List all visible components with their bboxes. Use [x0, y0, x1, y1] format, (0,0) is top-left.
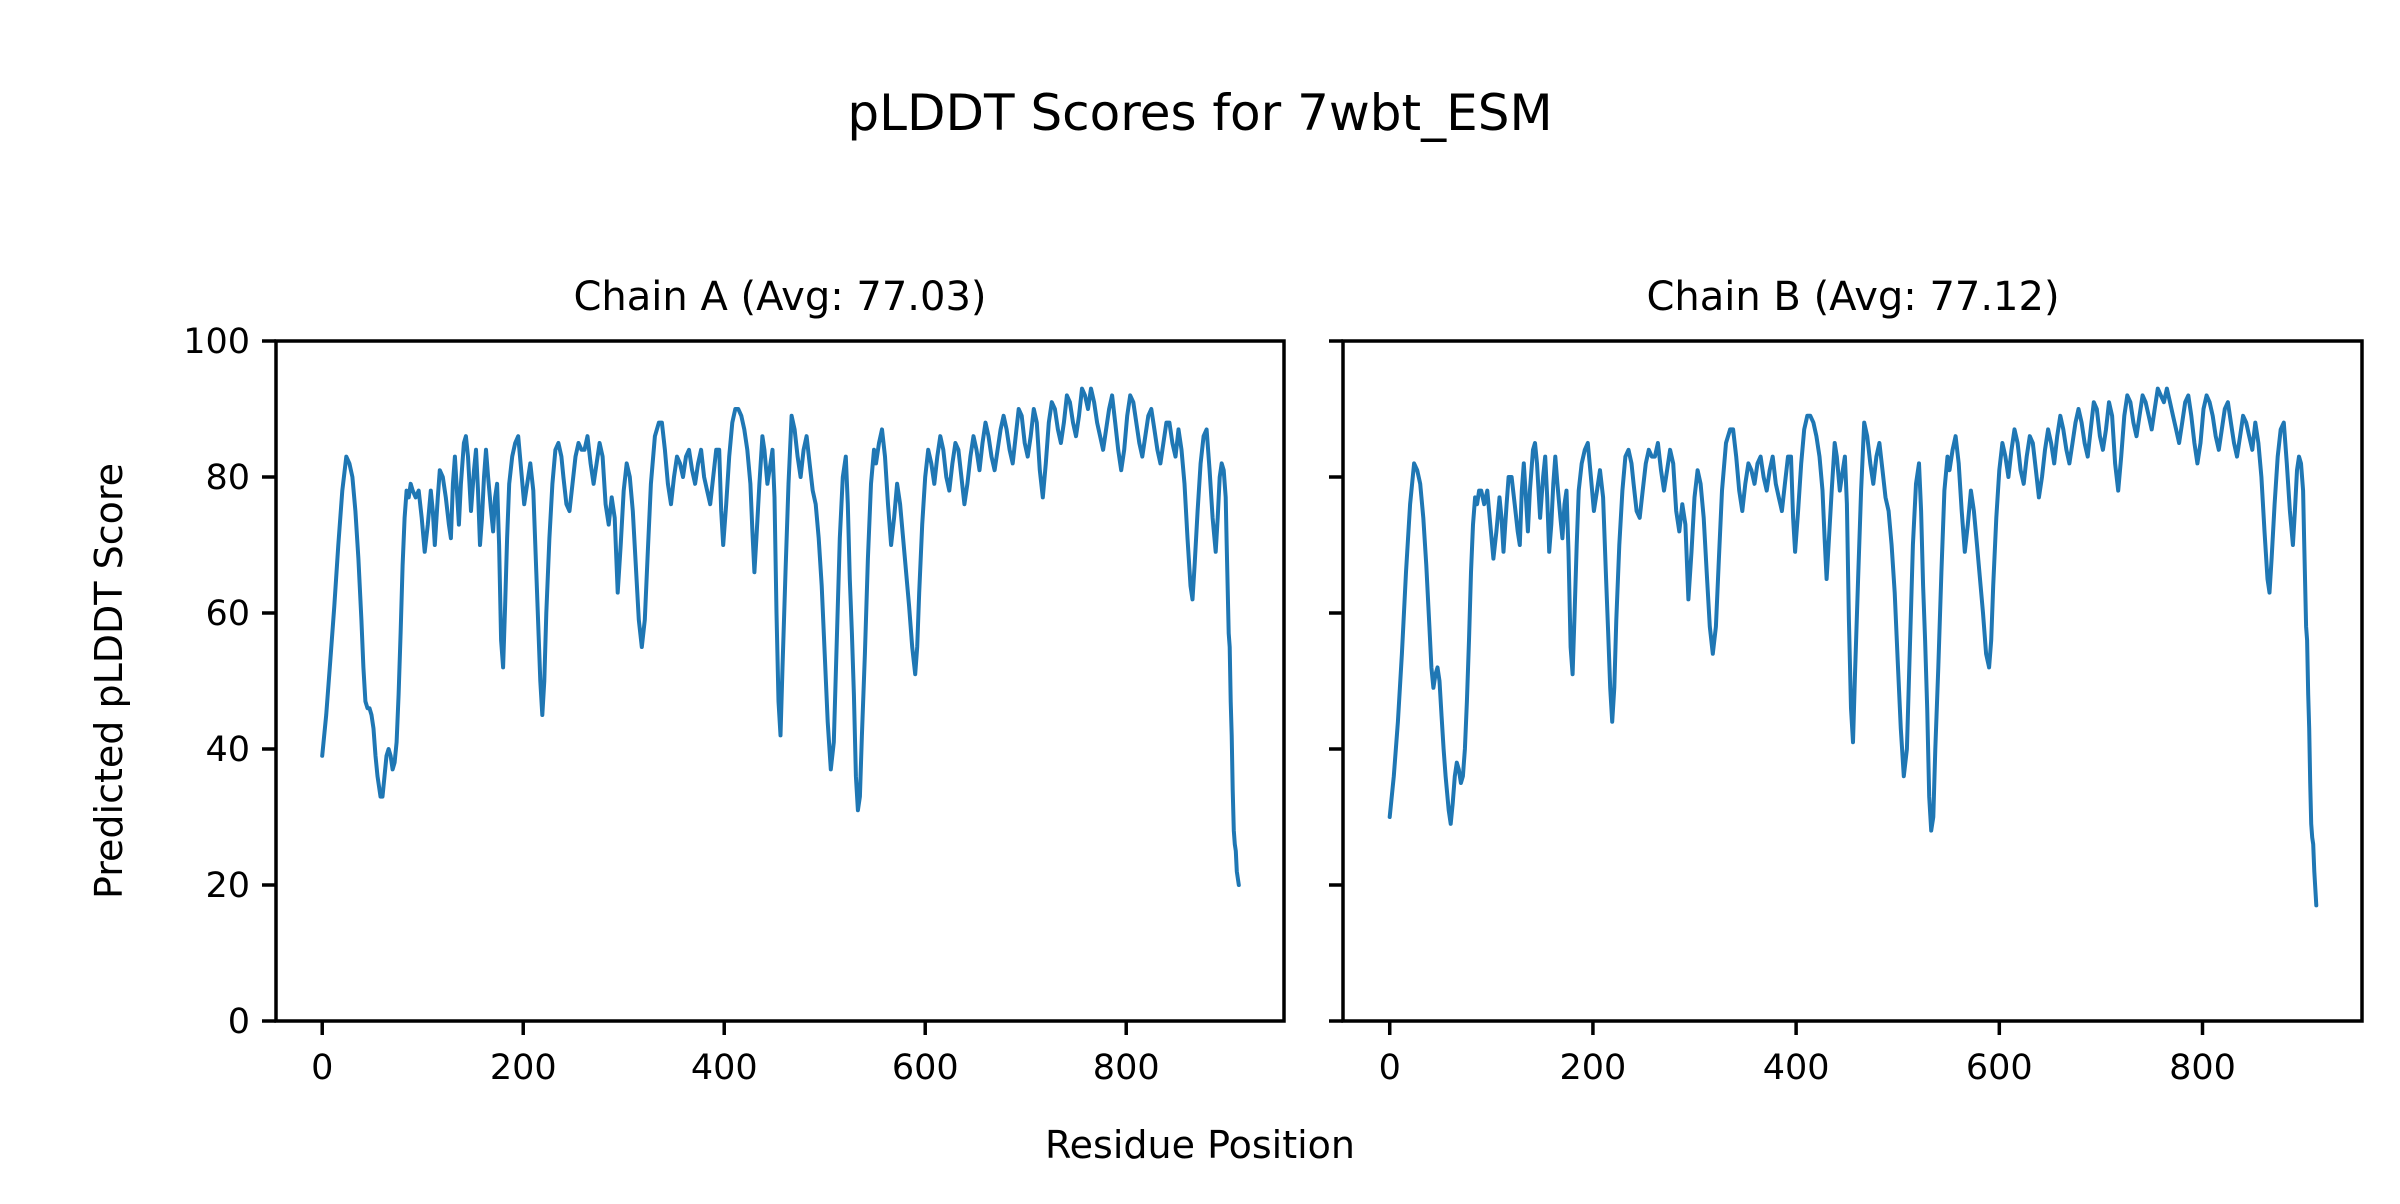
x-tick-label: 400 [1763, 1048, 1830, 1088]
x-tick-label: 800 [2169, 1048, 2236, 1088]
subplot-chain-a: 0 200 400 600 800 0 20 40 60 80 100 [183, 322, 1286, 1088]
x-axis-label: Residue Position [1045, 1123, 1355, 1167]
plddt-line-chain-b [1387, 386, 2319, 908]
y-tick-label: 60 [205, 594, 250, 634]
x-tick-label: 0 [311, 1048, 333, 1088]
y-tick-label: 0 [228, 1002, 250, 1042]
axes-spines [1341, 339, 2364, 1023]
x-tick-label: 200 [1560, 1048, 1627, 1088]
x-tick-label: 200 [490, 1048, 557, 1088]
x-tick-label: 0 [1379, 1048, 1401, 1088]
y-tick-label: 100 [183, 322, 250, 362]
axes-spines [274, 339, 1286, 1023]
y-tick-label: 40 [205, 730, 250, 770]
x-tick-label: 400 [691, 1048, 758, 1088]
x-tick-label: 600 [1966, 1048, 2033, 1088]
subplot-a-title: Chain A (Avg: 77.03) [573, 274, 986, 320]
subplot-b-title: Chain B (Avg: 77.12) [1646, 274, 2059, 320]
plddt-line-chain-a [320, 386, 1241, 887]
y-tick-label: 20 [205, 866, 250, 906]
subplot-group: 0 200 400 600 800 0 20 40 60 80 100 0 200 400 600 800 [183, 322, 2364, 1088]
x-tick-label: 600 [892, 1048, 959, 1088]
figure-title: pLDDT Scores for 7wbt_ESM [847, 84, 1552, 142]
x-tick-label: 800 [1093, 1048, 1160, 1088]
subplot-chain-b: 0 200 400 600 800 [1329, 339, 2364, 1088]
y-axis-label: Predicted pLDDT Score [87, 463, 131, 899]
y-tick-label: 80 [205, 458, 250, 498]
